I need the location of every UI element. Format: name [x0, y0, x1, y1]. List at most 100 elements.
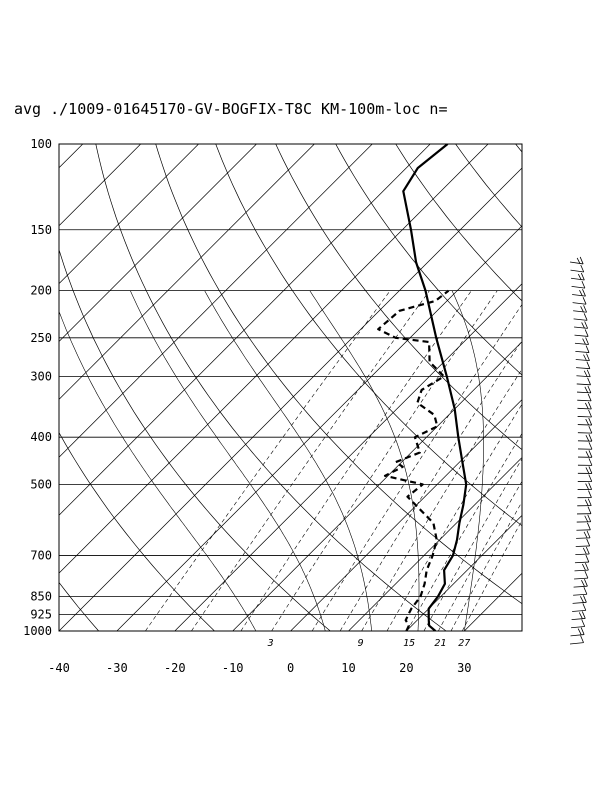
mixing-ratio-line [438, 480, 522, 631]
wind-barb [572, 603, 587, 612]
dry-adiabat-line [155, 144, 522, 605]
pressure-tick-label: 500 [30, 477, 52, 491]
wind-barb [576, 514, 592, 523]
moist-adiabat-line [130, 290, 326, 631]
wind-barb [574, 562, 589, 572]
mixing-ratio-line [191, 290, 430, 631]
isotherm-line [464, 572, 522, 631]
sounding-traces [377, 144, 468, 631]
temperature-tick-label: 20 [399, 661, 413, 675]
isotherm-line [290, 399, 522, 631]
plot-frame [58, 143, 523, 632]
wind-barb [570, 627, 585, 637]
pressure-tick-label: 100 [30, 137, 52, 151]
mixing-ratio-line [145, 290, 391, 631]
wind-barb [577, 458, 593, 466]
wind-barb [573, 305, 587, 313]
pressure-tick-label: 400 [30, 430, 52, 444]
wind-barb [576, 530, 591, 539]
mixing-ratio-label: 9 [358, 638, 364, 649]
wind-barb [572, 595, 587, 604]
mixing-ratio-line [339, 339, 522, 631]
mixing-ratio-line [462, 519, 522, 631]
pressure-tick-label: 1000 [23, 624, 52, 638]
wind-barb [576, 361, 591, 370]
isotherm-line [406, 514, 522, 631]
wind-barb [574, 554, 590, 564]
wind-barb [577, 506, 592, 515]
temperature-tick-label: -40 [48, 661, 70, 675]
wind-barb [577, 401, 592, 410]
isotherm-line [59, 144, 141, 227]
moist-adiabat-line [309, 290, 420, 631]
wind-barb [574, 329, 589, 337]
pressure-axis-labels: 100 150 200 250 300 400 500 700 850 925 1000 [23, 137, 52, 638]
mixing-ratio-line [406, 432, 522, 631]
wind-barb [577, 434, 593, 442]
wind-barb [570, 264, 585, 273]
dry-adiabat-line [455, 144, 522, 228]
dry-adiabat-line [95, 144, 447, 631]
dry-adiabat-line [515, 144, 522, 153]
dry-adiabat-line [275, 144, 522, 451]
temperature-tick-label: 10 [341, 661, 355, 675]
wind-barb [574, 570, 589, 580]
wind-barb [577, 393, 592, 402]
wind-barb [577, 417, 593, 426]
mixing-ratio-line [240, 290, 472, 631]
isotherm-line [59, 144, 431, 516]
pressure-tick-label: 150 [30, 223, 52, 237]
temperature-tick-label: -20 [164, 661, 186, 675]
wind-barb [569, 635, 584, 645]
mixing-ratio-label: 3 [267, 638, 274, 649]
wind-barb [577, 450, 593, 458]
pressure-tick-label: 250 [30, 331, 52, 345]
dewpoint-trace [377, 289, 450, 631]
mixing-ratio-line [423, 458, 522, 631]
dry-adiabat-line [395, 144, 522, 302]
mixing-ratio-line [450, 501, 522, 631]
pressure-tick-label: 300 [30, 369, 52, 383]
pressure-tick-label: 925 [30, 608, 52, 622]
wind-barb [573, 587, 588, 596]
wind-barb [569, 256, 584, 265]
isotherm-line [59, 144, 489, 574]
dry-adiabat-line [59, 431, 215, 631]
temperature-axis-labels: -40 -30 -20 -10 0 10 20 30 [48, 661, 471, 675]
pressure-tick-label: 700 [30, 549, 52, 563]
wind-barb [571, 272, 585, 281]
mixing-ratio-line [271, 290, 498, 631]
dry-adiabat-line [576, 144, 612, 631]
wind-barb [577, 425, 593, 434]
moist-adiabat-line [451, 290, 484, 631]
pressure-tick-label: 850 [30, 590, 52, 604]
temperature-trace [402, 144, 468, 631]
mixing-ratio-label: 21 [434, 638, 446, 649]
mixing-ratio-label: 27 [458, 638, 470, 649]
moist-adiabat-line [59, 310, 257, 631]
mixing-ratio-line [361, 368, 522, 631]
wind-barb [577, 466, 593, 474]
temperature-tick-label: -10 [222, 661, 244, 675]
wind-barb [576, 385, 592, 394]
wind-barb [573, 313, 588, 321]
temperature-tick-label: -30 [106, 661, 128, 675]
temperature-tick-label: 30 [457, 661, 471, 675]
temperature-tick-label: 0 [287, 661, 294, 675]
wind-barb [576, 522, 591, 531]
moist-adiabat-line [204, 290, 372, 631]
wind-barb [577, 490, 592, 499]
wind-barb [577, 442, 593, 450]
isotherm-line [59, 144, 257, 342]
isotherm-line [59, 144, 373, 458]
wind-barb [571, 619, 586, 629]
wind-barb [577, 498, 592, 507]
dry-adiabat-line [215, 144, 522, 527]
mixing-ratio-labels: 3 9 15 21 27 [267, 638, 471, 649]
mixing-ratio-label: 15 [403, 638, 415, 649]
isotherm-line [59, 144, 315, 400]
background-grid [59, 144, 612, 631]
wind-barb [571, 280, 586, 289]
isotherm-line [59, 167, 522, 631]
isotherm-line [232, 341, 522, 631]
